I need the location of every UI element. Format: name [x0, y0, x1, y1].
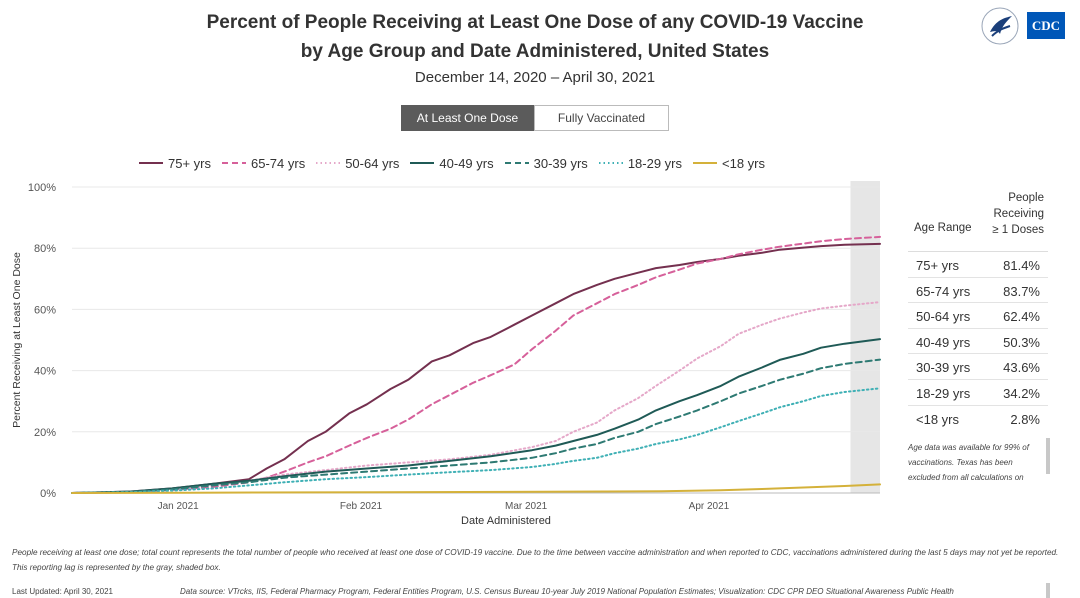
table-note: Age data was available for 99% of vaccin… [908, 443, 1029, 482]
series-line-5 [71, 387, 881, 494]
legend-swatch [139, 162, 163, 164]
row-value: 50.3% [1003, 334, 1040, 350]
footnote: People receiving at least one dose; tota… [12, 548, 1059, 572]
legend-swatch [504, 162, 529, 164]
legend-label: 30-39 yrs [533, 155, 588, 171]
row-age: 65-74 yrs [916, 283, 971, 299]
chart-title: Percent of People Receiving at Least One… [150, 8, 920, 66]
line-chart: 0% 20% 40% 60% 80% 100% Jan 2021 Feb 2021 Mar 20… [11, 181, 881, 527]
legend-swatch [410, 162, 435, 164]
hhs-eagle-icon [981, 7, 1019, 45]
table-row: 18-29 yrs 34.2% [908, 380, 1048, 406]
legend-item[interactable]: <18 yrs [692, 156, 765, 171]
header-line-3: ≥ 1 Doses [992, 224, 1044, 236]
footer-scrollbar[interactable] [1046, 583, 1050, 598]
y-tick-label: 80% [34, 243, 56, 255]
y-tick-label: 60% [34, 304, 56, 316]
y-tick-label: 100% [28, 182, 56, 194]
row-age: 30-39 yrs [916, 360, 971, 376]
series-line-6 [71, 483, 881, 494]
y-tick-label: 20% [34, 427, 56, 439]
legend-label: 50-64 yrs [345, 155, 400, 171]
series-line-4 [71, 358, 881, 494]
y-tick-label: 0% [40, 488, 56, 500]
age-summary-table: Age Range People Receiving ≥ 1 Doses 75+… [908, 186, 1048, 431]
table-row: 75+ yrs 81.4% [908, 252, 1048, 278]
legend-label: 40-49 yrs [439, 155, 494, 171]
legend-label: <18 yrs [722, 155, 766, 171]
legend-item[interactable]: 50-64 yrs [315, 156, 399, 171]
x-tick-label: Apr 2021 [689, 501, 730, 512]
table-row: <18 yrs 2.8% [908, 406, 1048, 432]
legend-item[interactable]: 18-29 yrs [598, 156, 682, 171]
table-note-scrollbar[interactable] [1046, 438, 1050, 474]
x-tick-label: Jan 2021 [158, 501, 200, 512]
row-age: 40-49 yrs [916, 334, 971, 350]
legend-swatch [693, 162, 718, 164]
tab-fully-vaccinated[interactable]: Fully Vaccinated [534, 105, 669, 131]
series-line-3 [71, 338, 881, 494]
legend-item[interactable]: 65-74 yrs [221, 156, 305, 171]
legend-label: 65-74 yrs [251, 155, 306, 171]
cdc-logo [978, 6, 1060, 46]
table-row: 40-49 yrs 50.3% [908, 329, 1048, 355]
table-header: Age Range People Receiving ≥ 1 Doses [908, 186, 1048, 252]
chart-legend: 75+ yrs 65-74 yrs 50-64 yrs 40-49 yrs 30-39 … [138, 154, 775, 172]
legend-item[interactable]: 40-49 yrs [409, 155, 494, 171]
dose-tabs: At Least One Dose Fully Vaccinated [401, 105, 669, 131]
table-row: 65-74 yrs 83.7% [908, 278, 1048, 304]
y-tick-label: 40% [34, 366, 56, 378]
cdc-logo-text: CDC [1027, 12, 1065, 39]
row-age: 50-64 yrs [916, 309, 971, 325]
row-value: 62.4% [1003, 309, 1040, 325]
row-value: 34.2% [1003, 385, 1040, 401]
table-row: 50-64 yrs 62.4% [908, 303, 1048, 329]
header-line-1: People [1008, 192, 1044, 204]
header-people-receiving: People Receiving ≥ 1 Doses [974, 190, 1044, 238]
y-axis-title: Percent Receiving at Least One Dose [11, 252, 23, 428]
legend-swatch [598, 162, 623, 164]
row-age: 18-29 yrs [916, 385, 971, 401]
row-age: 75+ yrs [916, 258, 959, 273]
legend-label: 18-29 yrs [627, 155, 683, 171]
legend-swatch [222, 162, 246, 164]
row-value: 81.4% [1003, 258, 1040, 273]
header-line-2: Receiving [993, 208, 1045, 220]
x-axis-title: Date Administered [461, 515, 551, 527]
legend-label: 75+ yrs [168, 155, 211, 171]
tab-at-least-one-dose[interactable]: At Least One Dose [401, 105, 534, 131]
header-age-range: Age Range [914, 222, 972, 234]
row-value: 83.7% [1003, 283, 1040, 299]
row-value: 2.8% [1010, 411, 1040, 427]
title-line-2: by Age Group and Date Administered, Unit… [300, 41, 770, 62]
series-line-1 [71, 235, 881, 494]
data-source: Data source: VTrcks, IIS, Federal Pharma… [180, 587, 954, 596]
reporting-lag-shade [850, 181, 880, 493]
series-line-0 [71, 242, 881, 494]
legend-item[interactable]: 30-39 yrs [504, 156, 588, 171]
title-line-1: Percent of People Receiving at Least One… [206, 12, 864, 33]
x-tick-label: Feb 2021 [340, 501, 383, 512]
legend-swatch [316, 162, 341, 164]
row-value: 43.6% [1003, 360, 1040, 376]
row-age: <18 yrs [916, 411, 959, 427]
date-range-subtitle: December 14, 2020 – April 30, 2021 [414, 69, 656, 86]
last-updated: Last Updated: April 30, 2021 [12, 587, 113, 596]
table-row: 30-39 yrs 43.6% [908, 354, 1048, 380]
x-tick-label: Mar 2021 [505, 501, 548, 512]
legend-item[interactable]: 75+ yrs [138, 156, 211, 171]
